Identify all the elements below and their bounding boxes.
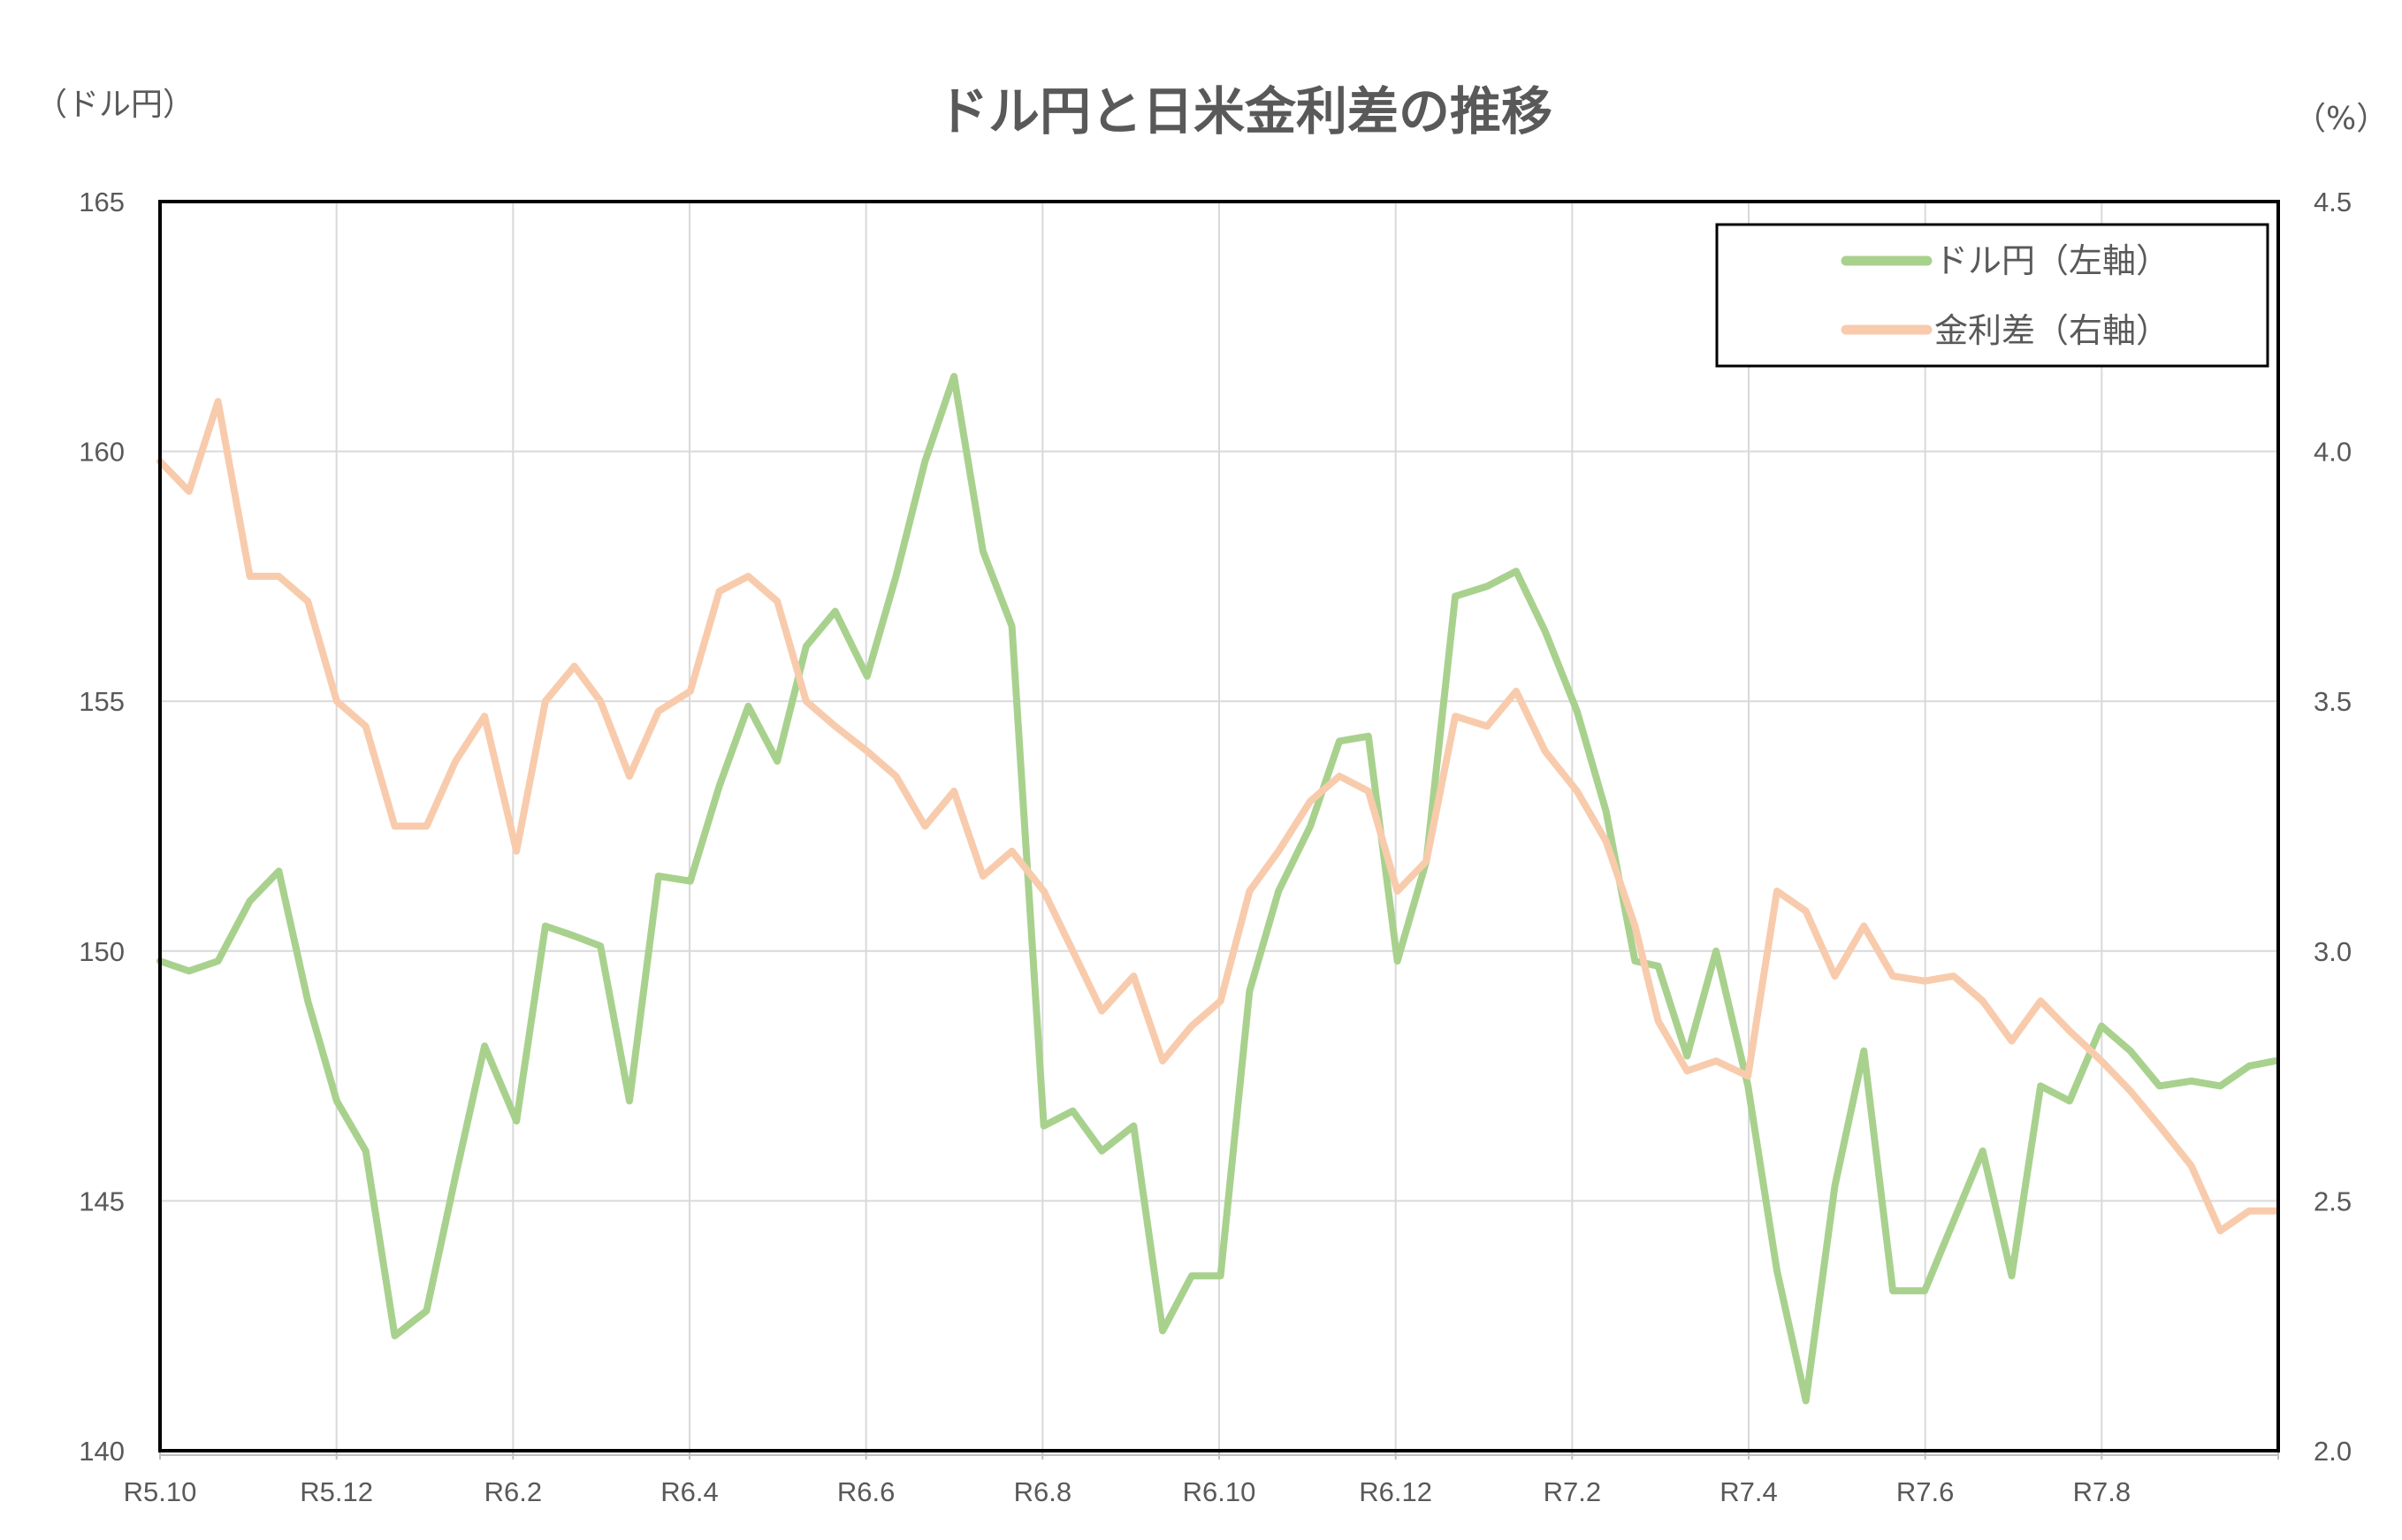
- y-left-tick-label: 145: [79, 1185, 125, 1216]
- x-tick-label: R7.2: [1544, 1476, 1601, 1507]
- series-line-usdjpy: [156, 372, 2279, 1405]
- x-tick-label: R6.10: [1183, 1476, 1256, 1507]
- y-left-tick-label: 165: [79, 187, 125, 217]
- x-tick-label: R5.10: [124, 1476, 197, 1507]
- y-left-tick-label: 160: [79, 437, 125, 468]
- series-line-spread: [156, 398, 2279, 1235]
- legend-label-spread: 金利差（右軸）: [1934, 311, 2169, 350]
- y-left-tick-label: 140: [79, 1436, 125, 1467]
- plot-area-border: [158, 200, 2280, 1452]
- x-tick-label: R6.2: [484, 1476, 542, 1507]
- legend-label-usdjpy: ドル円（左軸）: [1934, 241, 2169, 280]
- x-tick-label: R7.8: [2073, 1476, 2131, 1507]
- x-tick-label: R6.12: [1359, 1476, 1432, 1507]
- legend: ドル円（左軸） 金利差（右軸）: [1715, 223, 2269, 368]
- x-tick-label: R5.12: [300, 1476, 373, 1507]
- y-left-tick-label: 155: [79, 686, 125, 717]
- y-right-tick-label: 2.0: [2314, 1436, 2352, 1467]
- chart-title: ドル円と日米金利差の推移: [937, 81, 1552, 141]
- y-left-tick-label: 150: [79, 936, 125, 967]
- legend-box: [1715, 223, 2269, 368]
- x-tick-label: R6.4: [660, 1476, 718, 1507]
- y-right-tick-label: 4.5: [2314, 187, 2352, 217]
- right-axis-unit-label: （%）: [2294, 101, 2388, 137]
- x-tick-label: R6.6: [837, 1476, 895, 1507]
- y-right-tick-label: 3.5: [2314, 686, 2352, 717]
- x-tick-label: R7.4: [1720, 1476, 1777, 1507]
- y-right-tick-label: 4.0: [2314, 437, 2352, 468]
- series-lines: [156, 372, 2279, 1405]
- left-axis-unit-label: （ドル円）: [35, 87, 194, 123]
- axis-ticks: 140 145 150 155 160 165 2.0 2.5 3.0 3.5 4.0 4.5 R5.1…: [79, 187, 2352, 1507]
- x-tick-label: R7.6: [1896, 1476, 1954, 1507]
- y-right-tick-label: 2.5: [2314, 1185, 2352, 1216]
- x-tick-label: R6.8: [1014, 1476, 1071, 1507]
- y-right-tick-label: 3.0: [2314, 936, 2352, 967]
